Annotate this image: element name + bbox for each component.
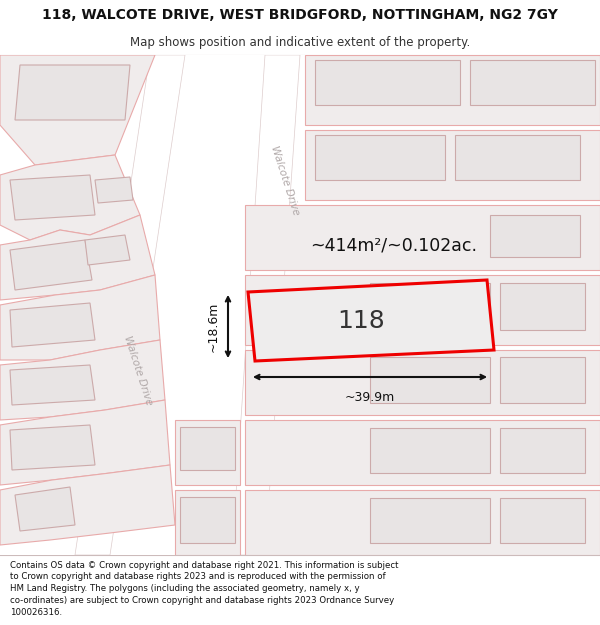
Polygon shape — [95, 177, 133, 203]
Polygon shape — [232, 55, 300, 555]
Polygon shape — [370, 498, 490, 543]
Polygon shape — [500, 498, 585, 543]
Text: ~414m²/~0.102ac.: ~414m²/~0.102ac. — [310, 236, 477, 254]
Polygon shape — [180, 427, 235, 470]
Polygon shape — [0, 55, 155, 165]
Polygon shape — [10, 240, 92, 290]
Polygon shape — [370, 357, 490, 403]
Polygon shape — [85, 235, 130, 265]
Polygon shape — [370, 428, 490, 473]
Polygon shape — [15, 65, 130, 120]
Polygon shape — [0, 215, 155, 300]
Polygon shape — [245, 420, 600, 485]
Polygon shape — [245, 205, 600, 270]
Polygon shape — [75, 55, 185, 555]
Polygon shape — [0, 275, 160, 360]
Polygon shape — [315, 60, 460, 105]
Polygon shape — [10, 175, 95, 220]
Polygon shape — [470, 60, 595, 105]
Polygon shape — [245, 490, 600, 555]
Polygon shape — [315, 135, 445, 180]
Text: Contains OS data © Crown copyright and database right 2021. This information is : Contains OS data © Crown copyright and d… — [10, 561, 398, 617]
Text: Map shows position and indicative extent of the property.: Map shows position and indicative extent… — [130, 36, 470, 49]
Polygon shape — [10, 303, 95, 347]
Polygon shape — [500, 357, 585, 403]
Polygon shape — [500, 428, 585, 473]
Polygon shape — [490, 215, 580, 257]
Polygon shape — [305, 55, 600, 125]
Polygon shape — [0, 465, 175, 545]
Polygon shape — [370, 283, 490, 330]
Polygon shape — [455, 135, 580, 180]
Polygon shape — [245, 350, 600, 415]
Text: 118, WALCOTE DRIVE, WEST BRIDGFORD, NOTTINGHAM, NG2 7GY: 118, WALCOTE DRIVE, WEST BRIDGFORD, NOTT… — [42, 8, 558, 22]
Text: 118: 118 — [337, 309, 385, 332]
Polygon shape — [15, 487, 75, 531]
Text: ~39.9m: ~39.9m — [345, 391, 395, 404]
Polygon shape — [248, 280, 494, 361]
Polygon shape — [0, 155, 140, 240]
Polygon shape — [10, 365, 95, 405]
Polygon shape — [180, 497, 235, 543]
Text: ~18.6m: ~18.6m — [207, 301, 220, 352]
Polygon shape — [175, 420, 240, 485]
Polygon shape — [0, 340, 165, 420]
Polygon shape — [10, 425, 95, 470]
Polygon shape — [245, 275, 600, 345]
Polygon shape — [305, 130, 600, 200]
Text: Walcote Drive: Walcote Drive — [269, 144, 301, 216]
Polygon shape — [0, 400, 170, 485]
Polygon shape — [500, 283, 585, 330]
Text: Walcote Drive: Walcote Drive — [122, 334, 154, 406]
Polygon shape — [175, 490, 240, 555]
